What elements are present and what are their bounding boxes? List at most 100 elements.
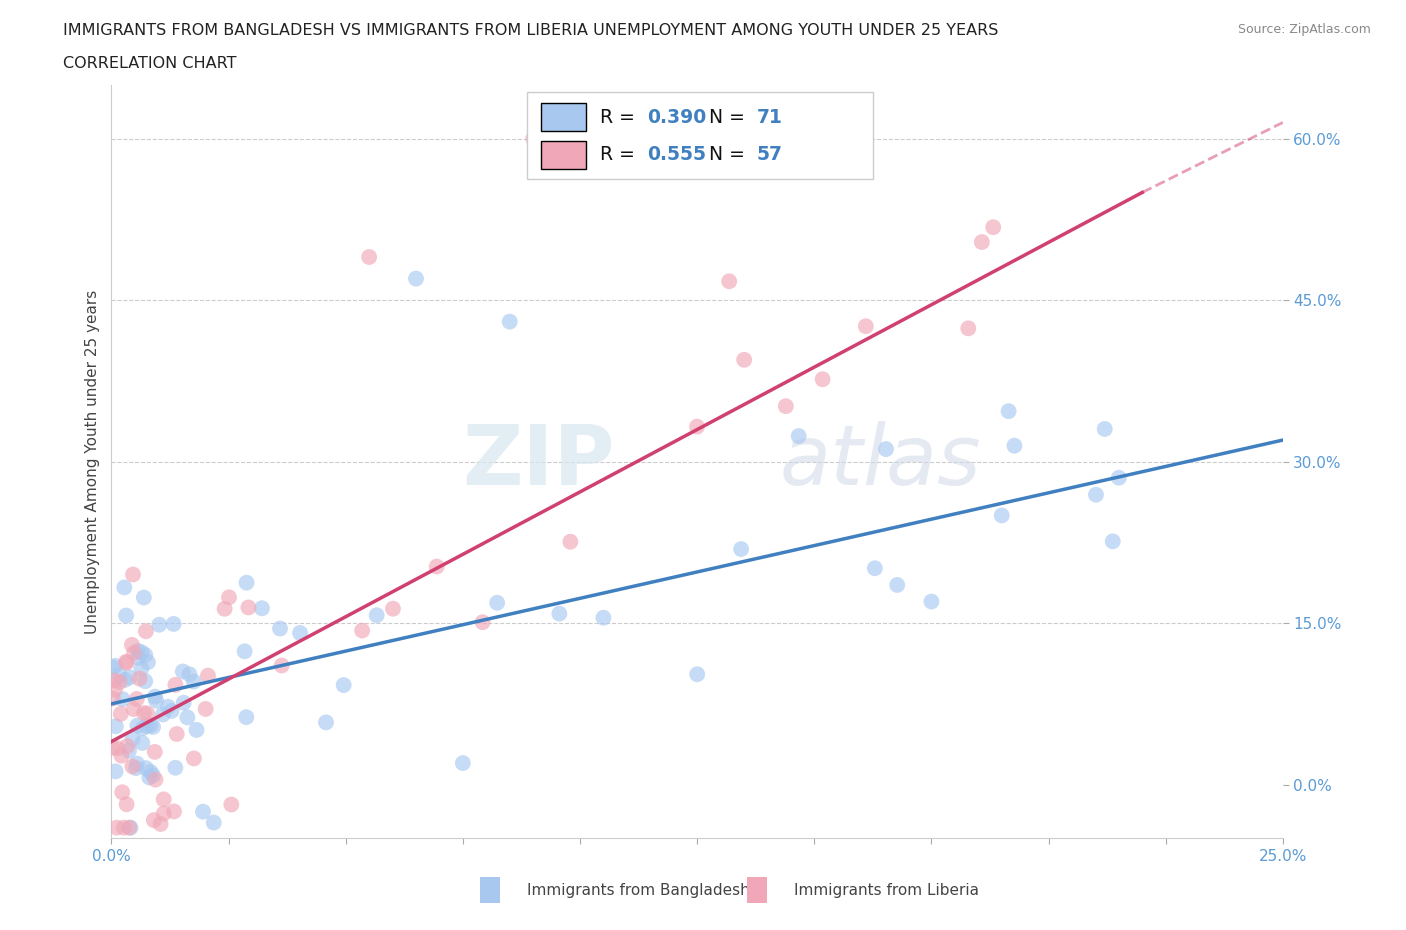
- Text: Source: ZipAtlas.com: Source: ZipAtlas.com: [1237, 23, 1371, 36]
- Point: [202, 815, 225, 830]
- Point: [486, 595, 509, 610]
- Text: CORRELATION CHART: CORRELATION CHART: [63, 56, 236, 71]
- Text: R =: R =: [600, 108, 641, 126]
- Point: [250, 601, 273, 616]
- Point: [730, 541, 752, 556]
- Point: [104, 658, 127, 673]
- Point: [118, 743, 141, 758]
- Point: [166, 726, 188, 741]
- Point: [103, 673, 125, 688]
- Point: [127, 644, 149, 658]
- Point: [863, 561, 886, 576]
- Y-axis label: Unemployment Among Youth under 25 years: Unemployment Among Youth under 25 years: [86, 289, 100, 633]
- Text: 57: 57: [756, 145, 783, 165]
- Point: [315, 715, 337, 730]
- Point: [186, 723, 208, 737]
- Point: [183, 751, 205, 766]
- Point: [235, 576, 257, 591]
- Point: [136, 706, 159, 721]
- Point: [122, 645, 145, 660]
- Point: [132, 706, 155, 721]
- Point: [125, 761, 148, 776]
- Point: [135, 624, 157, 639]
- Point: [122, 567, 145, 582]
- Point: [152, 707, 174, 722]
- Text: R =: R =: [600, 145, 641, 165]
- Point: [1108, 471, 1130, 485]
- Point: [970, 234, 993, 249]
- Point: [405, 272, 427, 286]
- Point: [104, 719, 127, 734]
- Text: ZIP: ZIP: [463, 421, 616, 502]
- Point: [163, 804, 186, 819]
- Point: [139, 718, 162, 733]
- Point: [143, 744, 166, 759]
- Point: [288, 626, 311, 641]
- Point: [875, 442, 897, 457]
- Point: [218, 590, 240, 604]
- Point: [131, 736, 153, 751]
- Point: [121, 637, 143, 652]
- Point: [179, 667, 201, 682]
- Point: [235, 710, 257, 724]
- Point: [131, 721, 153, 736]
- Point: [108, 668, 131, 683]
- Point: [381, 602, 404, 617]
- Point: [115, 656, 138, 671]
- Point: [111, 785, 134, 800]
- Point: [125, 756, 148, 771]
- Point: [855, 319, 877, 334]
- Point: [811, 372, 834, 387]
- Point: [104, 682, 127, 697]
- Text: IMMIGRANTS FROM BANGLADESH VS IMMIGRANTS FROM LIBERIA UNEMPLOYMENT AMONG YOUTH U: IMMIGRANTS FROM BANGLADESH VS IMMIGRANTS…: [63, 23, 998, 38]
- Point: [592, 610, 614, 625]
- Point: [131, 644, 153, 659]
- Point: [115, 608, 138, 623]
- Point: [128, 671, 150, 686]
- Point: [451, 755, 474, 770]
- Point: [110, 707, 132, 722]
- Point: [686, 419, 709, 434]
- Point: [143, 689, 166, 704]
- Point: [1004, 438, 1026, 453]
- Point: [118, 820, 141, 835]
- Text: atlas: atlas: [779, 421, 981, 502]
- Point: [1094, 421, 1116, 436]
- Point: [522, 131, 544, 146]
- Point: [139, 764, 162, 779]
- Point: [114, 672, 136, 687]
- Point: [156, 699, 179, 714]
- Point: [176, 710, 198, 724]
- FancyBboxPatch shape: [541, 140, 586, 169]
- Point: [733, 352, 755, 367]
- Text: 71: 71: [756, 108, 783, 126]
- Point: [499, 314, 522, 329]
- Point: [136, 655, 159, 670]
- Point: [173, 696, 195, 711]
- Point: [238, 600, 260, 615]
- Point: [686, 667, 709, 682]
- Point: [359, 249, 381, 264]
- Point: [352, 623, 374, 638]
- Point: [787, 429, 810, 444]
- Point: [886, 578, 908, 592]
- Point: [101, 740, 124, 755]
- Point: [142, 720, 165, 735]
- Point: [426, 559, 449, 574]
- Point: [134, 673, 156, 688]
- Point: [332, 678, 354, 693]
- Point: [135, 761, 157, 776]
- Point: [471, 615, 494, 630]
- Point: [122, 701, 145, 716]
- Point: [269, 621, 291, 636]
- Text: Immigrants from Liberia: Immigrants from Liberia: [794, 883, 980, 897]
- Text: Immigrants from Bangladesh: Immigrants from Bangladesh: [527, 883, 749, 897]
- Point: [107, 741, 129, 756]
- Point: [197, 668, 219, 683]
- Point: [121, 731, 143, 746]
- Point: [160, 703, 183, 718]
- Point: [110, 749, 132, 764]
- Text: N =: N =: [709, 108, 751, 126]
- Point: [214, 602, 236, 617]
- Point: [149, 817, 172, 831]
